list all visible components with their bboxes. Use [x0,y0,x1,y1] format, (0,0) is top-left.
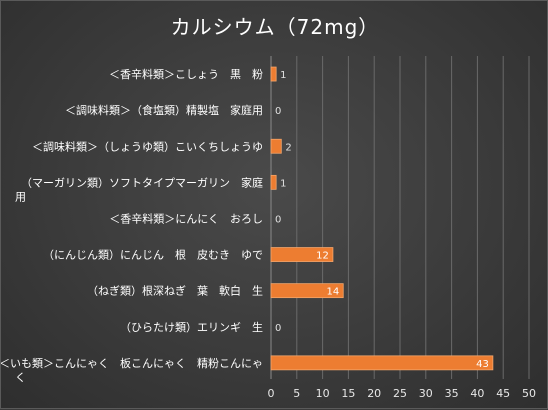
data-label: 0 [275,106,281,117]
x-tick-label: 30 [419,387,433,400]
category-label: ＜香辛料類＞にんにく おろし [109,211,263,225]
x-tick-label: 40 [470,387,484,400]
data-label: 1 [280,70,286,81]
x-tick-label: 20 [367,387,381,400]
x-tick-label: 35 [445,387,459,400]
bar [270,283,344,299]
x-tick-label: 15 [341,387,355,400]
data-label: 43 [476,359,489,370]
bar [270,247,334,262]
category-label: （ひらたけ類）エリンギ 生 [120,320,263,334]
x-tick-label: 5 [293,387,300,400]
chart-title: カルシウム（72mg） [170,15,380,39]
category-label: （マーガリン類）ソフトタイプマーガリン 家庭用 [15,175,263,203]
x-tick-label: 45 [496,387,510,400]
data-label: 2 [285,142,291,153]
data-label: 14 [327,287,340,298]
x-tick-label: 50 [522,387,536,400]
bar [270,174,277,190]
category-label: ＜調味料類＞（食塩類）精製塩 家庭用 [65,103,263,117]
data-label: 12 [316,251,329,262]
category-label: ＜調味料類＞（しょうゆ類）こいくちしょうゆ [32,139,263,153]
x-tick-label: 10 [316,387,330,400]
data-label: 0 [275,323,281,334]
x-tick-label: 25 [393,387,407,400]
x-tick-label: 0 [268,387,275,400]
category-label: （ねぎ類）根深ねぎ 葉 軟白 生 [87,284,263,298]
bar [270,138,282,154]
data-label: 0 [275,214,281,225]
bar [270,66,277,82]
category-label: ＜香辛料類＞こしょう 黒 粉 [109,67,263,81]
bar [270,355,494,371]
category-label: ＜いも類＞こんにゃく 板こんにゃく 精粉こんにゃく [1,356,263,384]
category-label: （にんじん類）にんじん 根 皮むき ゆで [43,248,263,262]
data-label: 1 [280,178,286,189]
